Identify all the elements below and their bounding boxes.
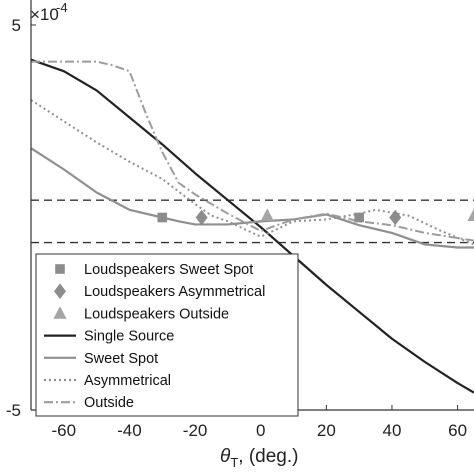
marker-triangle bbox=[467, 208, 474, 221]
marker-square bbox=[157, 212, 168, 223]
legend-label: Loudspeakers Outside bbox=[84, 306, 229, 322]
x-tick-label: 20 bbox=[317, 421, 336, 440]
legend-label: Loudspeakers Asymmetrical bbox=[84, 284, 265, 300]
series-line bbox=[31, 60, 474, 242]
legend: Loudspeakers Sweet Spot Loudspeakers Asym… bbox=[35, 253, 299, 417]
x-axis-label-unit: , (deg.) bbox=[238, 446, 298, 467]
legend-label: Loudspeakers Sweet Spot bbox=[84, 262, 253, 278]
x-tick-label: 60 bbox=[448, 421, 467, 440]
legend-label: Sweet Spot bbox=[84, 351, 158, 367]
y-tick-label: -5 bbox=[6, 401, 21, 420]
series-line bbox=[30, 99, 474, 246]
marker-diamond bbox=[195, 209, 208, 226]
reference-lines bbox=[31, 199, 474, 244]
legend-label: Asymmetrical bbox=[84, 373, 171, 389]
x-tick-label: -40 bbox=[117, 421, 142, 440]
legend-box bbox=[35, 253, 299, 417]
marker-triangle bbox=[53, 306, 67, 319]
x-tick-label: 0 bbox=[256, 421, 265, 440]
exponent-power: -4 bbox=[56, 0, 68, 15]
marker-layer bbox=[157, 208, 474, 226]
exponent-base: ×10 bbox=[30, 5, 59, 24]
series-line bbox=[30, 147, 474, 249]
legend-label: Outside bbox=[84, 395, 134, 411]
legend-label: Single Source bbox=[84, 329, 174, 345]
x-tick-label: -60 bbox=[52, 421, 77, 440]
x-axis-label-subscript: T bbox=[230, 455, 238, 470]
x-axis-label: θT, (deg.) bbox=[220, 446, 298, 470]
series-line bbox=[30, 58, 474, 394]
x-axis-label-symbol: θ bbox=[220, 446, 231, 467]
ticks-layer: -60 -40 -20 0 20 40 60 -5 5 bbox=[6, 16, 467, 440]
marker-diamond bbox=[389, 209, 402, 226]
x-tick-label: 40 bbox=[383, 421, 402, 440]
marker-diamond bbox=[54, 283, 66, 299]
marker-square bbox=[55, 264, 65, 274]
y-tick-label: 5 bbox=[12, 16, 21, 35]
marker-square bbox=[354, 212, 364, 223]
series-layer bbox=[30, 58, 474, 394]
marker-triangle bbox=[260, 208, 274, 221]
x-tick-label: -20 bbox=[183, 421, 208, 440]
